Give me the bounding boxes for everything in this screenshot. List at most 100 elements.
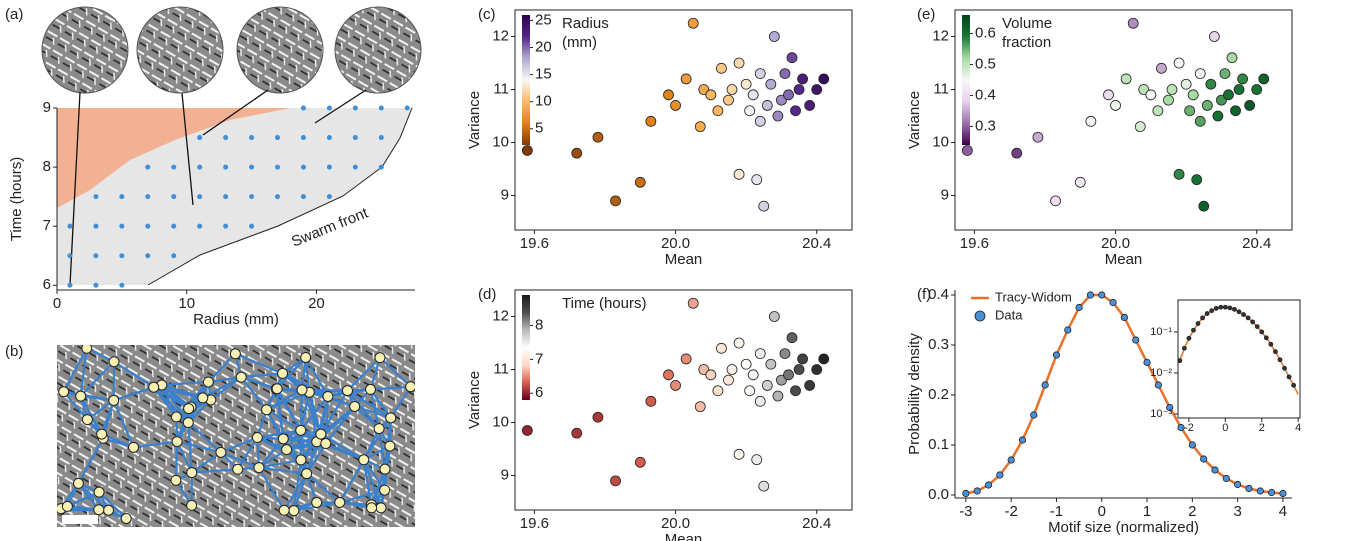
- data-point: [1259, 329, 1265, 335]
- colorbar-tick-label: 6: [535, 384, 543, 401]
- edge: [176, 441, 193, 474]
- x-tick-label: 0: [53, 295, 61, 312]
- node: [171, 436, 183, 448]
- edge: [300, 389, 322, 435]
- y-tick-label: 10: [492, 133, 509, 150]
- edge: [79, 348, 88, 397]
- point: [326, 194, 332, 200]
- point: [275, 164, 281, 170]
- data-point: [1282, 365, 1287, 371]
- colorbar-tick-label: 20: [535, 38, 552, 55]
- point: [663, 369, 674, 381]
- edge: [191, 468, 238, 474]
- point: [761, 380, 773, 391]
- data-point: [1277, 357, 1283, 363]
- x-axis-label: Mean: [665, 531, 703, 541]
- point: [145, 194, 151, 200]
- point: [645, 115, 657, 127]
- edge: [346, 389, 392, 419]
- edge: [369, 388, 392, 419]
- x-tick-label: 19.6: [520, 515, 549, 532]
- point: [1103, 89, 1114, 101]
- edge: [320, 405, 356, 435]
- edge: [370, 385, 411, 391]
- edge: [234, 352, 284, 375]
- colorbar-label: fraction: [1002, 34, 1051, 51]
- y-axis-label: Variance: [906, 91, 923, 149]
- node: [170, 474, 182, 486]
- y-tick-label: 12: [492, 27, 509, 44]
- data-point: [1098, 291, 1106, 299]
- y-tick-label: 10: [492, 413, 509, 430]
- edge: [305, 442, 327, 475]
- point: [772, 390, 784, 402]
- point: [67, 223, 73, 229]
- point: [145, 164, 151, 170]
- point: [93, 253, 99, 259]
- node: [349, 400, 361, 412]
- edge: [299, 391, 311, 431]
- point: [818, 353, 830, 365]
- node: [232, 463, 244, 475]
- point: [712, 105, 724, 117]
- node: [235, 371, 247, 383]
- x-tick-label: 0: [1222, 422, 1228, 434]
- edge: [236, 436, 259, 470]
- node: [108, 394, 120, 406]
- point: [779, 68, 791, 80]
- node: [81, 345, 93, 354]
- point: [740, 78, 752, 90]
- point: [670, 100, 681, 111]
- node: [281, 444, 293, 456]
- edge: [187, 421, 222, 454]
- y-tick-label: 8: [43, 158, 51, 175]
- point: [754, 68, 766, 80]
- data-point: [1227, 305, 1233, 311]
- y-tick-label: 12: [932, 27, 949, 44]
- node: [300, 351, 312, 363]
- edge: [208, 376, 242, 384]
- edge: [354, 405, 392, 419]
- point: [740, 358, 752, 370]
- edge: [389, 386, 412, 419]
- point: [197, 194, 203, 200]
- colorbar-tick-label: 25: [535, 11, 552, 28]
- y-axis-label: Variance: [466, 91, 483, 149]
- x-tick-label: 20: [308, 295, 325, 312]
- point: [1163, 94, 1174, 106]
- node: [75, 390, 87, 402]
- point: [1110, 100, 1121, 111]
- point: [768, 311, 780, 322]
- edge: [362, 459, 386, 491]
- point: [300, 135, 306, 141]
- x-axis-label: Mean: [1105, 251, 1143, 268]
- point: [326, 105, 332, 111]
- point: [145, 223, 151, 229]
- node: [197, 392, 209, 404]
- edge: [187, 422, 193, 473]
- point: [726, 84, 738, 95]
- point: [67, 253, 73, 259]
- edge: [319, 390, 349, 435]
- y-axis-label: Probability density: [906, 333, 923, 455]
- point: [223, 194, 229, 200]
- axes-frame: [514, 289, 853, 511]
- point: [705, 369, 717, 381]
- point: [197, 223, 203, 229]
- point: [1180, 78, 1192, 90]
- network-image: [57, 345, 415, 527]
- point: [352, 105, 358, 111]
- point: [300, 164, 306, 170]
- node: [128, 441, 140, 453]
- excluded-region: [57, 108, 290, 208]
- x-tick-label: 4: [1295, 422, 1301, 434]
- edge: [161, 380, 209, 387]
- node: [103, 504, 115, 516]
- point: [1201, 100, 1213, 111]
- node: [341, 385, 353, 397]
- point: [326, 135, 332, 141]
- edge: [207, 352, 237, 383]
- point: [961, 145, 973, 156]
- point: [275, 135, 281, 141]
- colorbar-tick-label: 5: [535, 120, 543, 137]
